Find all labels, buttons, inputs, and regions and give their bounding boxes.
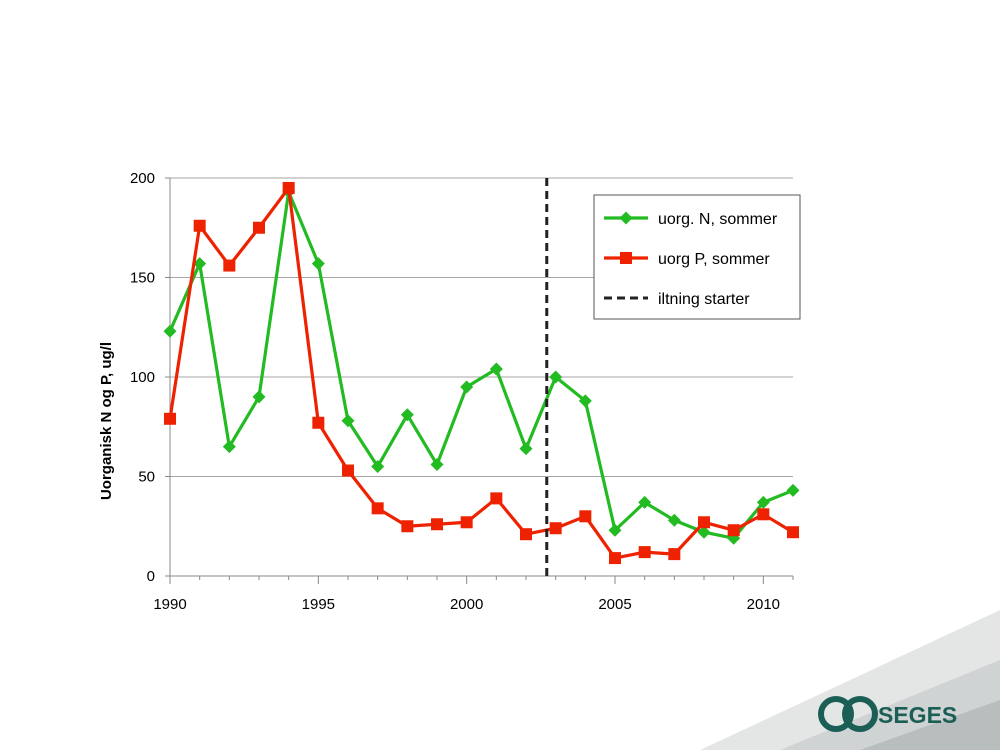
data-point-p bbox=[253, 221, 265, 234]
data-point-n bbox=[608, 523, 622, 537]
legend-label-2: uorg P, sommer bbox=[658, 251, 770, 268]
series-layer bbox=[163, 181, 800, 565]
data-point-p bbox=[490, 492, 503, 505]
data-point-p bbox=[342, 464, 354, 477]
data-point-n bbox=[786, 483, 800, 497]
x-tick-labels: 1990 1995 2000 2005 2010 bbox=[153, 596, 780, 613]
data-point-n bbox=[222, 440, 236, 454]
logo-wordmark: SEGES bbox=[878, 702, 957, 728]
y-tick-labels: 0 50 100 150 200 bbox=[130, 170, 155, 585]
series-line-2 bbox=[168, 186, 794, 560]
data-point-n bbox=[252, 390, 266, 404]
data-point-n bbox=[341, 414, 355, 428]
legend-label-vline: iltning starter bbox=[658, 291, 750, 308]
y-tick-label: 200 bbox=[130, 170, 155, 187]
data-point-p bbox=[282, 181, 295, 194]
data-point-p bbox=[312, 416, 325, 429]
y-tick-label: 50 bbox=[138, 469, 155, 486]
data-point-p bbox=[460, 516, 473, 529]
data-point-n bbox=[638, 495, 652, 509]
data-point-n bbox=[756, 495, 770, 509]
data-point-n bbox=[371, 460, 385, 474]
y-axis-label: Uorganisk N og P, ug/l bbox=[98, 342, 115, 500]
data-point-n bbox=[519, 442, 533, 456]
data-point-p bbox=[638, 546, 651, 559]
data-point-p bbox=[609, 552, 621, 565]
x-tick-label: 2000 bbox=[450, 596, 483, 613]
legend-marker-square bbox=[620, 252, 632, 264]
data-point-p bbox=[371, 502, 384, 515]
data-point-n bbox=[697, 525, 711, 539]
data-point-n bbox=[400, 408, 414, 422]
data-point-p bbox=[698, 516, 710, 529]
data-point-p bbox=[401, 520, 414, 533]
logo-ring-right bbox=[842, 696, 878, 732]
x-tick-label: 2010 bbox=[747, 596, 780, 613]
x-tick-label: 2005 bbox=[598, 596, 631, 613]
data-point-p bbox=[193, 219, 206, 232]
y-tick-label: 100 bbox=[130, 369, 155, 386]
corner-shape-dark bbox=[860, 700, 1000, 750]
data-point-p bbox=[579, 510, 592, 523]
data-point-p bbox=[223, 259, 236, 272]
data-point-p bbox=[787, 526, 799, 539]
legend: uorg. N, sommer uorg P, sommer iltning sta… bbox=[593, 194, 801, 320]
y-tick-label: 150 bbox=[130, 270, 155, 287]
data-point-n bbox=[460, 380, 474, 394]
data-point-p bbox=[549, 522, 562, 535]
data-point-p bbox=[757, 508, 770, 521]
legend-marker-diamond bbox=[619, 211, 633, 225]
data-point-n bbox=[489, 362, 503, 376]
data-point-n bbox=[430, 458, 444, 472]
data-point-p bbox=[431, 518, 443, 531]
data-point-p bbox=[520, 528, 532, 541]
y-tick-label: 0 bbox=[147, 568, 155, 585]
data-point-n bbox=[193, 257, 207, 271]
data-point-n bbox=[549, 370, 563, 384]
x-tick-label: 1995 bbox=[302, 596, 335, 613]
data-point-n bbox=[163, 324, 177, 338]
data-point-n bbox=[578, 394, 592, 408]
series-line-1 bbox=[168, 190, 794, 540]
axes bbox=[165, 177, 794, 584]
data-point-p bbox=[668, 548, 681, 561]
logo-ring-left bbox=[818, 696, 854, 732]
data-point-n bbox=[311, 257, 325, 271]
data-point-p bbox=[727, 524, 740, 537]
data-point-p bbox=[164, 412, 176, 425]
data-point-n bbox=[667, 513, 681, 527]
x-tick-label: 1990 bbox=[153, 596, 186, 613]
seges-logo: SEGES bbox=[818, 696, 957, 732]
legend-label-1: uorg. N, sommer bbox=[658, 211, 778, 228]
